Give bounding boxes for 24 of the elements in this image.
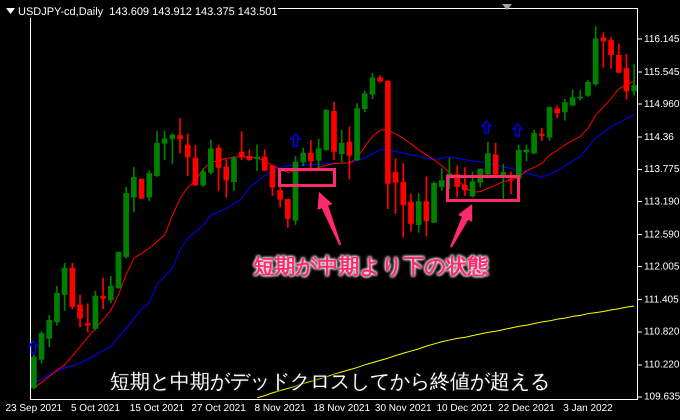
chart-title: USDJPY-cd,Daily 143.609 143.912 143.375 143.501 — [18, 6, 278, 18]
y-tick-label: 110.820 — [644, 326, 680, 338]
y-tick-label: 113.775 — [644, 164, 680, 176]
x-tick-label: 5 Oct 2021 — [70, 402, 120, 414]
y-tick-label: 113.190 — [644, 196, 680, 208]
x-tick-label: 3 Jan 2022 — [563, 402, 614, 414]
x-tick-label: 8 Nov 2021 — [254, 402, 306, 414]
y-tick-label: 116.145 — [644, 34, 680, 45]
y-tick-label: 115.545 — [644, 66, 680, 78]
x-tick-label: 27 Oct 2021 — [191, 402, 246, 414]
y-tick-label: 112.005 — [644, 261, 680, 272]
y-tick-label: 114.960 — [644, 98, 680, 110]
x-tick-label: 18 Nov 2021 — [313, 402, 370, 414]
y-tick-label: 112.590 — [644, 229, 680, 240]
y-tick-label: 109.635 — [644, 392, 680, 403]
x-tick-label: 23 Sep 2021 — [5, 402, 63, 414]
x-tick-label: 10 Dec 2021 — [436, 402, 494, 414]
annotation: 短期が中期より下の状態 — [254, 255, 488, 278]
y-tick-label: 111.405 — [644, 294, 680, 306]
y-tick-label: 110.220 — [644, 360, 680, 371]
x-tick-label: 22 Dec 2021 — [498, 402, 556, 414]
y-tick-label: 114.36 — [644, 132, 674, 143]
x-tick-label: 15 Oct 2021 — [130, 402, 185, 414]
x-tick-label: 30 Nov 2021 — [374, 402, 432, 414]
